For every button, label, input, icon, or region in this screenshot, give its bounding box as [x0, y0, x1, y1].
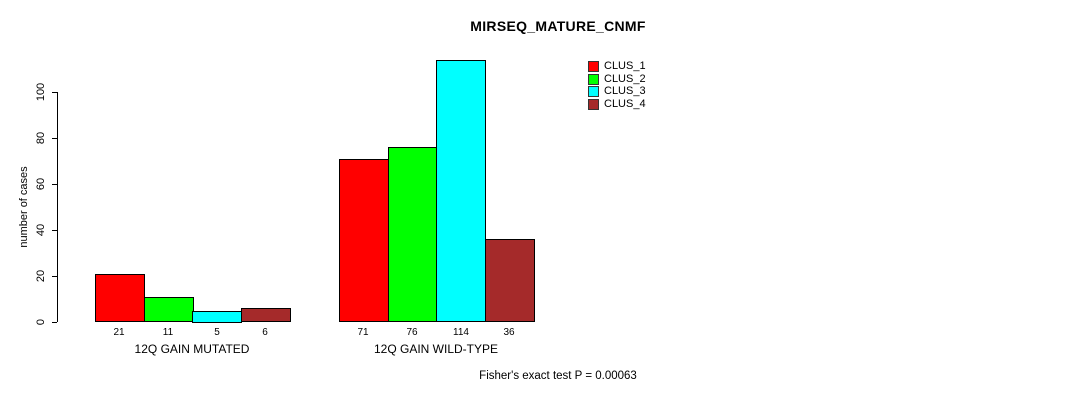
bar-clus_2-2 [388, 147, 438, 322]
chart-title: MIRSEQ_MATURE_CNMF [470, 18, 646, 34]
y-tick-label: 80 [35, 131, 47, 145]
bar-value-label: 5 [214, 327, 220, 338]
x-axis-category-label: 12Q GAIN MUTATED [134, 342, 250, 356]
bar-clus_2-1 [144, 297, 194, 322]
bar-clus_3-2 [436, 60, 486, 322]
legend-swatch-icon [588, 86, 599, 98]
y-axis-line [57, 92, 58, 322]
bar-clus_1-1 [95, 274, 145, 322]
legend-swatch-icon [588, 73, 599, 85]
bar-value-label: 71 [357, 327, 369, 338]
y-tick-mark [52, 276, 57, 277]
legend-swatch-icon [588, 99, 599, 111]
bar-clus_1-2 [339, 159, 389, 322]
y-tick-mark [52, 138, 57, 139]
bar-value-label: 114 [453, 327, 469, 338]
bar-clus_4-2 [485, 239, 535, 322]
y-axis-label: number of cases [18, 166, 30, 248]
y-tick-label: 20 [35, 269, 47, 283]
legend-item-clus_2: CLUS_2 [588, 73, 646, 86]
y-tick-label: 60 [35, 177, 47, 191]
y-tick-label: 100 [35, 82, 47, 102]
y-tick-mark [52, 322, 57, 323]
legend-label: CLUS_2 [604, 72, 646, 85]
bar-value-label: 76 [406, 327, 418, 338]
legend-label: CLUS_3 [604, 85, 646, 98]
bar-clus_4-1 [241, 308, 291, 322]
bar-value-label: 36 [503, 327, 515, 338]
bar-clus_3-1 [192, 311, 242, 323]
legend-item-clus_4: CLUS_4 [588, 98, 646, 111]
legend-label: CLUS_4 [604, 98, 646, 111]
bar-value-label: 21 [113, 327, 125, 338]
y-tick-label: 40 [35, 223, 47, 237]
bar-value-label: 6 [262, 327, 268, 338]
legend-label: CLUS_1 [604, 59, 646, 72]
legend-item-clus_3: CLUS_3 [588, 86, 646, 99]
y-tick-mark [52, 184, 57, 185]
y-tick-label: 0 [35, 318, 47, 326]
bar-value-label: 11 [162, 327, 174, 338]
legend-item-clus_1: CLUS_1 [588, 60, 646, 73]
legend: CLUS_1 CLUS_2 CLUS_3 CLUS_4 [588, 60, 646, 111]
fisher-test-caption: Fisher's exact test P = 0.00063 [479, 370, 637, 382]
y-tick-mark [52, 92, 57, 93]
legend-swatch-icon [588, 60, 599, 72]
x-axis-category-label: 12Q GAIN WILD-TYPE [373, 342, 499, 356]
y-tick-mark [52, 230, 57, 231]
